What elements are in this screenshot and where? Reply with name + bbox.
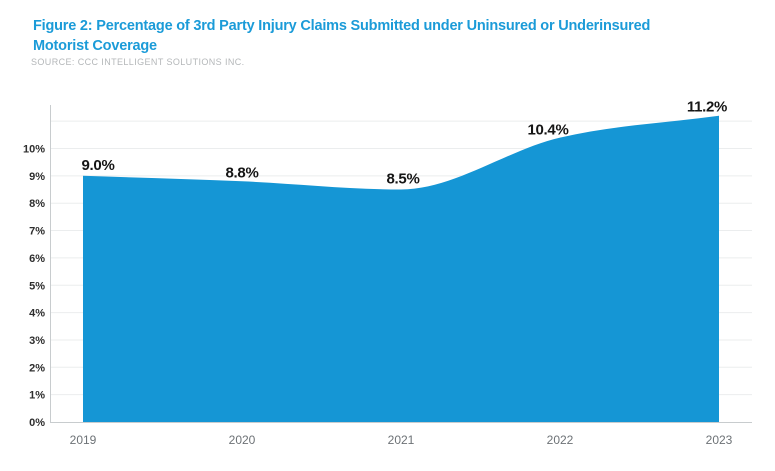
- chart-title-line-1: Figure 2: Percentage of 3rd Party Injury…: [33, 18, 651, 34]
- data-label: 9.0%: [82, 157, 115, 174]
- x-tick-label: 2019: [70, 433, 97, 447]
- chart-title-line-2: Motorist Coverage: [33, 38, 157, 54]
- x-tick-label: 2021: [388, 433, 415, 447]
- y-tick-label: 4%: [29, 308, 45, 320]
- x-tick-label: 2023: [706, 433, 733, 447]
- y-tick-label: 1%: [29, 390, 45, 402]
- data-label: 8.5%: [387, 171, 420, 188]
- data-point-labels: 9.0% 8.8% 8.5% 10.4% 11.2%: [82, 99, 728, 188]
- x-tick-label: 2020: [229, 433, 256, 447]
- y-tick-label: 5%: [29, 280, 45, 292]
- chart-source-note: SOURCE: CCC INTELLIGENT SOLUTIONS INC.: [31, 57, 245, 67]
- uninsured-claims-area: [83, 115, 719, 422]
- y-axis-labels: 0% 1% 2% 3% 4% 5% 6% 7% 8% 9% 10%: [23, 144, 45, 430]
- chart-title: Figure 2: Percentage of 3rd Party Injury…: [33, 16, 753, 56]
- x-axis-labels: 2019 2020 2021 2022 2023: [70, 433, 733, 447]
- x-tick-label: 2022: [547, 433, 574, 447]
- y-tick-label: 10%: [23, 144, 45, 156]
- y-tick-label: 0%: [29, 417, 45, 429]
- y-tick-label: 9%: [29, 171, 45, 183]
- y-tick-label: 6%: [29, 253, 45, 265]
- y-tick-label: 2%: [29, 362, 45, 374]
- data-label: 8.8%: [226, 164, 259, 181]
- data-label: 11.2%: [687, 99, 727, 116]
- axes: [50, 105, 752, 423]
- y-tick-label: 7%: [29, 226, 45, 238]
- y-tick-label: 3%: [29, 335, 45, 347]
- y-tick-label: 8%: [29, 198, 45, 210]
- data-label: 10.4%: [527, 122, 568, 139]
- area-series: [83, 115, 719, 422]
